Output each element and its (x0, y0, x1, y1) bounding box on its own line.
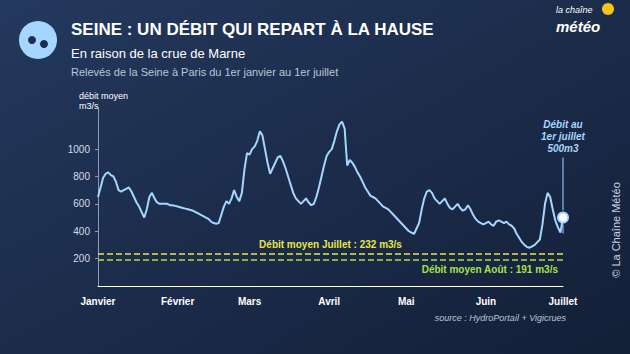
svg-text:800: 800 (73, 171, 90, 182)
svg-text:© La Chaîne Météo: © La Chaîne Météo (610, 182, 622, 278)
svg-text:Débit au: Débit au (543, 119, 582, 130)
svg-text:Avril: Avril (318, 296, 340, 307)
svg-text:Débit moyen Juillet : 232 m3/s: Débit moyen Juillet : 232 m3/s (259, 239, 402, 250)
svg-text:Relevés de la Seine à Paris du: Relevés de la Seine à Paris du 1er janvi… (71, 66, 338, 78)
svg-text:m3/s: m3/s (79, 101, 99, 111)
svg-text:En raison de la crue de Marne: En raison de la crue de Marne (71, 46, 245, 61)
svg-text:Février: Février (161, 296, 194, 307)
svg-text:1000: 1000 (68, 144, 91, 155)
svg-text:SEINE : UN DÉBIT QUI REPART À: SEINE : UN DÉBIT QUI REPART À LA HAUSE (71, 20, 434, 39)
svg-text:Janvier: Janvier (80, 296, 115, 307)
svg-text:Mai: Mai (398, 296, 415, 307)
svg-text:500m3: 500m3 (547, 143, 579, 154)
svg-text:400: 400 (73, 226, 90, 237)
svg-text:la chaîne: la chaîne (556, 5, 593, 15)
svg-text:météo: météo (556, 18, 600, 35)
svg-text:Juin: Juin (476, 296, 497, 307)
svg-text:200: 200 (73, 253, 90, 264)
svg-text:débit moyen: débit moyen (79, 91, 128, 101)
svg-text:Débit moyen Août : 191 m3/s: Débit moyen Août : 191 m3/s (422, 264, 559, 275)
svg-text:1er juillet: 1er juillet (541, 131, 586, 142)
svg-text:Juillet: Juillet (549, 296, 579, 307)
svg-text:600: 600 (73, 198, 90, 209)
svg-text:Mars: Mars (238, 296, 262, 307)
svg-text:source : HydroPortail + Vigicr: source : HydroPortail + Vigicrues (435, 313, 567, 323)
